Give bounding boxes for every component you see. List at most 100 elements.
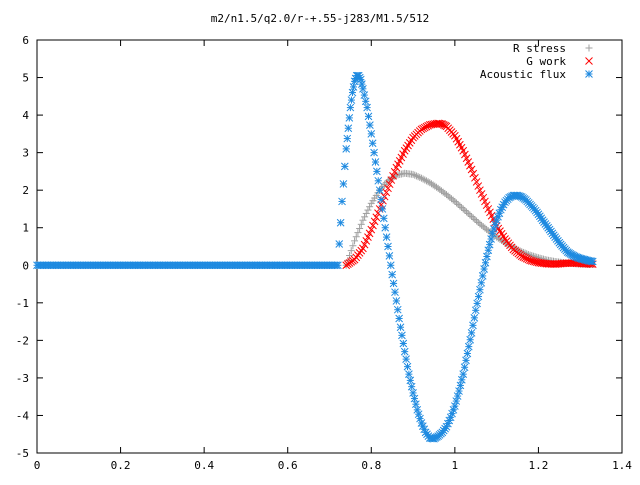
- x-tick-label: 0: [34, 459, 41, 472]
- data-point: [481, 258, 490, 267]
- data-point: [471, 173, 479, 182]
- data-point: [370, 217, 379, 226]
- data-point: [366, 121, 374, 129]
- data-point: [421, 176, 429, 184]
- data-point: [451, 402, 459, 410]
- data-point: [419, 175, 427, 183]
- data-point: [412, 172, 420, 180]
- data-point: [389, 172, 397, 180]
- data-point: [364, 206, 372, 214]
- data-point: [403, 362, 412, 371]
- data-point: [409, 170, 417, 178]
- data-point: [367, 130, 376, 138]
- y-tick-label: 5: [22, 72, 29, 85]
- x-tick-label: 1.2: [528, 459, 548, 472]
- data-point: [345, 114, 354, 122]
- data-point: [466, 211, 474, 219]
- data-point: [476, 186, 484, 195]
- series-r-stress: [342, 169, 597, 269]
- data-point: [386, 261, 395, 270]
- data-point: [361, 97, 370, 106]
- y-tick-label: -4: [16, 409, 30, 422]
- data-point: [369, 221, 377, 230]
- data-point: [470, 313, 479, 322]
- data-point: [395, 314, 403, 323]
- data-point: [393, 305, 402, 314]
- data-point: [456, 202, 464, 210]
- data-point: [412, 400, 420, 409]
- data-point: [391, 288, 399, 297]
- data-point: [413, 405, 422, 414]
- data-point: [399, 339, 408, 348]
- data-point: [360, 240, 369, 249]
- legend-marker: [585, 57, 593, 65]
- data-point: [354, 229, 362, 237]
- data-point: [467, 329, 476, 337]
- legend-marker: [585, 44, 593, 52]
- data-point: [407, 382, 416, 391]
- data-point: [481, 197, 489, 206]
- data-point: [390, 167, 399, 176]
- data-point: [385, 180, 394, 189]
- data-point: [347, 247, 355, 255]
- data-point: [474, 218, 482, 226]
- data-point: [382, 188, 391, 197]
- data-point: [476, 285, 484, 294]
- plot-frame: [36, 39, 623, 454]
- data-point: [335, 240, 344, 248]
- x-tick-label: 0.4: [194, 459, 214, 472]
- data-point: [482, 201, 491, 210]
- data-point: [456, 381, 465, 390]
- y-tick-label: 1: [22, 222, 29, 235]
- data-point: [375, 186, 384, 195]
- data-point: [360, 91, 369, 99]
- data-point: [518, 248, 526, 256]
- data-point: [483, 252, 491, 261]
- data-point: [381, 223, 390, 232]
- data-point: [414, 173, 422, 181]
- data-point: [449, 196, 457, 204]
- legend-label: G work: [526, 55, 566, 68]
- y-tick-label: -5: [16, 447, 29, 460]
- data-point: [460, 363, 469, 372]
- data-point: [463, 208, 471, 216]
- data-point: [410, 394, 419, 403]
- data-point: [365, 229, 374, 238]
- x-tick-label: 0.6: [278, 459, 298, 472]
- data-point: [466, 161, 474, 170]
- data-point: [389, 279, 398, 288]
- y-tick-label: 0: [22, 259, 29, 272]
- data-point: [462, 154, 471, 163]
- data-point: [480, 265, 488, 273]
- data-point: [351, 237, 359, 245]
- data-point: [363, 103, 371, 112]
- data-point: [339, 180, 348, 188]
- data-point: [469, 321, 477, 330]
- data-point: [336, 218, 345, 227]
- data-point: [466, 335, 475, 344]
- data-point: [368, 139, 377, 148]
- data-point: [451, 197, 459, 205]
- y-tick-label: -3: [16, 372, 29, 385]
- data-point: [455, 387, 463, 395]
- data-point: [588, 257, 597, 266]
- data-point: [416, 173, 424, 181]
- data-point: [469, 169, 478, 178]
- data-point: [352, 233, 360, 241]
- data-point: [367, 225, 376, 234]
- data-point: [384, 242, 392, 251]
- data-point: [474, 292, 483, 301]
- data-point: [402, 355, 410, 363]
- data-point: [471, 306, 480, 315]
- data-point: [411, 171, 419, 179]
- data-point: [490, 225, 498, 233]
- data-point: [487, 235, 495, 243]
- data-point: [373, 167, 381, 176]
- y-tick-label: 6: [22, 34, 29, 47]
- data-point: [398, 331, 406, 340]
- legend-label: Acoustic flux: [480, 68, 566, 81]
- data-point: [374, 176, 383, 185]
- data-point: [474, 182, 483, 190]
- x-tick-label: 1.4: [612, 459, 632, 472]
